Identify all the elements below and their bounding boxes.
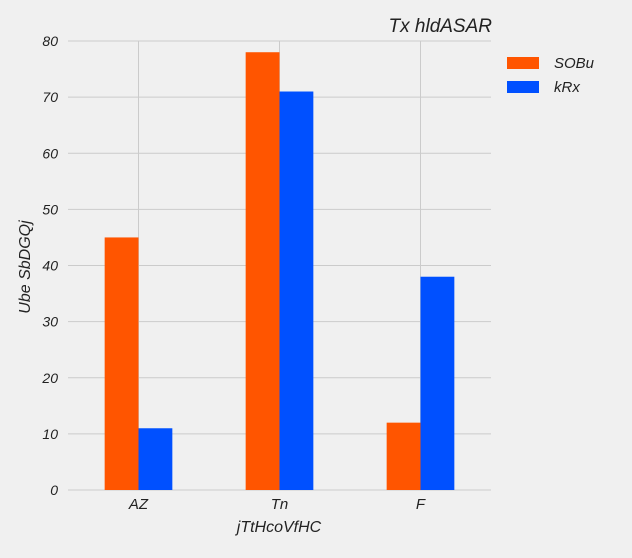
bar-kRx-Tn (279, 91, 314, 490)
y-axis-label: Ube SbDGQj (17, 220, 34, 314)
legend-swatch (507, 57, 539, 69)
y-tick-label: 0 (50, 482, 58, 498)
x-tick-label: Tn (271, 496, 289, 513)
legend-swatch (507, 81, 539, 93)
y-tick-label: 50 (42, 201, 58, 217)
bar-SOBu-AZ (104, 237, 139, 490)
legend-label: SOBu (554, 55, 595, 72)
y-tick-label: 30 (42, 314, 58, 330)
x-tick-label: AZ (128, 496, 149, 513)
bars (104, 52, 455, 490)
bar-kRx-F (420, 276, 455, 490)
y-tick-label: 10 (42, 426, 58, 442)
y-tick-label: 70 (42, 89, 58, 105)
bar-kRx-AZ (138, 428, 173, 490)
legend-label: kRx (554, 79, 580, 96)
y-tick-label: 80 (42, 33, 58, 49)
tick-labels: 0 10 20 30 40 50 60 70 80 AZ Tn F (41, 33, 425, 513)
bar-SOBu-F (386, 422, 421, 490)
chart-title: Tx hldASAR (389, 16, 493, 37)
x-axis-label: jTtHcoVfHC (235, 519, 322, 536)
x-tick-label: F (416, 496, 426, 513)
y-tick-label: 60 (42, 145, 58, 161)
bar-SOBu-Tn (245, 52, 280, 490)
legend: SOBu kRx (507, 55, 595, 96)
y-tick-label: 40 (42, 258, 58, 274)
y-tick-label: 20 (41, 370, 58, 386)
